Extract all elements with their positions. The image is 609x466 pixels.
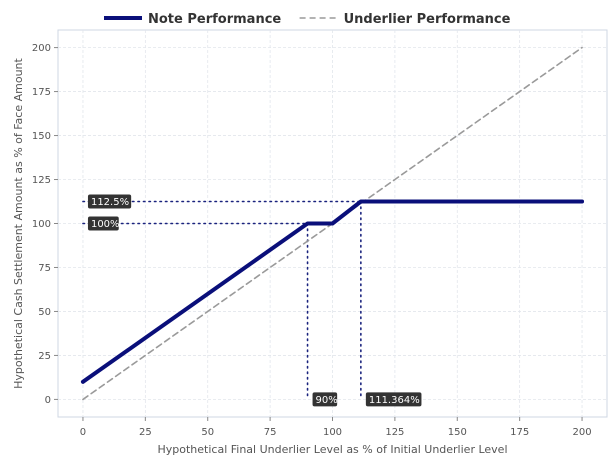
legend-label: Note Performance bbox=[148, 12, 281, 27]
annotation-box bbox=[365, 392, 422, 407]
x-tick-label: 125 bbox=[385, 427, 404, 438]
y-tick-label: 25 bbox=[38, 351, 51, 362]
annotation-label: 90% bbox=[316, 395, 338, 406]
x-tick-label: 0 bbox=[80, 427, 86, 438]
y-tick-label: 100 bbox=[32, 219, 51, 230]
annotation-label: 112.5% bbox=[91, 197, 129, 208]
annotation-label: 111.364% bbox=[369, 395, 420, 406]
y-tick-label: 175 bbox=[32, 87, 51, 98]
x-tick-label: 50 bbox=[201, 427, 214, 438]
y-tick-label: 150 bbox=[32, 131, 51, 142]
y-tick-label: 75 bbox=[38, 263, 51, 274]
x-tick-label: 100 bbox=[323, 427, 342, 438]
y-tick-label: 0 bbox=[45, 395, 51, 406]
x-tick-label: 75 bbox=[264, 427, 277, 438]
annotation-box bbox=[87, 194, 132, 209]
y-tick-label: 125 bbox=[32, 175, 51, 186]
y-axis-title: Hypothetical Cash Settlement Amount as %… bbox=[12, 57, 25, 388]
x-tick-label: 200 bbox=[572, 427, 591, 438]
y-tick-label: 50 bbox=[38, 307, 51, 318]
x-tick-label: 150 bbox=[448, 427, 467, 438]
x-axis-title: Hypothetical Final Underlier Level as % … bbox=[157, 443, 507, 456]
annotation-box bbox=[312, 392, 338, 407]
annotation-label: 100% bbox=[91, 219, 120, 230]
legend-label: Underlier Performance bbox=[344, 12, 511, 27]
y-tick-label: 200 bbox=[32, 43, 51, 54]
x-tick-label: 25 bbox=[139, 427, 152, 438]
series-line-note-performance bbox=[80, 199, 585, 384]
legend: Note Performance Underlier Performance bbox=[104, 12, 511, 27]
annotation-box bbox=[87, 216, 119, 231]
x-tick-label: 175 bbox=[510, 427, 529, 438]
